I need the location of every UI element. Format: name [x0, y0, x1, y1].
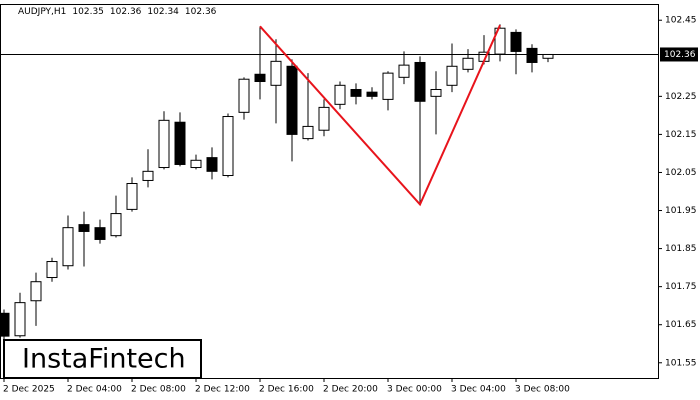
x-tick-label: 2 Dec 16:00 — [259, 385, 314, 395]
candle-body — [206, 157, 218, 172]
x-tick-label: 2 Dec 20:00 — [323, 385, 378, 395]
candle-body — [110, 213, 122, 237]
header-high: 102.36 — [110, 7, 142, 17]
candle-body — [254, 73, 266, 83]
candle-body — [238, 78, 250, 113]
candle-body — [398, 64, 410, 78]
candle-body — [318, 106, 330, 131]
chart-title: AUDJPY,H1 102.35 102.36 102.34 102.36 — [18, 7, 217, 17]
candle-body — [510, 31, 522, 52]
watermark: InstaFintech — [22, 344, 186, 375]
candle-body — [46, 261, 58, 279]
current-price-box — [660, 47, 698, 62]
candle-body — [334, 84, 346, 105]
y-tick-label: 101.85 — [665, 244, 697, 254]
candle-body — [142, 170, 154, 181]
candle-body — [62, 227, 74, 267]
header-close: 102.36 — [185, 7, 217, 17]
candle-body — [30, 281, 42, 302]
candle-body — [174, 121, 186, 165]
x-tick-label: 3 Dec 08:00 — [515, 385, 570, 395]
watermark-box — [3, 339, 202, 379]
y-tick-label: 101.65 — [665, 320, 697, 330]
y-tick-label: 102.25 — [665, 92, 697, 102]
candle-body — [462, 57, 474, 70]
plot-frame — [0, 4, 659, 379]
y-tick-label: 101.75 — [665, 282, 697, 292]
candle-body — [0, 312, 10, 337]
candle-body — [222, 116, 234, 177]
candle-body — [78, 224, 90, 232]
x-tick-label: 2 Dec 2025 — [3, 385, 55, 395]
y-tick-label: 101.95 — [665, 206, 697, 216]
candle-body — [158, 119, 170, 169]
candle-body — [286, 65, 298, 135]
candle-body — [94, 227, 106, 240]
candle-body — [366, 91, 378, 97]
candle-body — [14, 302, 26, 337]
current-price-label: 102.36 — [664, 50, 696, 60]
candle-body — [302, 125, 314, 140]
y-tick-label: 101.55 — [665, 358, 697, 368]
x-tick-label: 3 Dec 00:00 — [387, 385, 442, 395]
header-low: 102.34 — [147, 7, 179, 17]
candle-body — [126, 183, 138, 210]
y-tick-label: 102.45 — [665, 16, 697, 26]
pattern-line — [259, 24, 501, 207]
candle-body — [414, 61, 426, 102]
header-open: 102.35 — [72, 7, 104, 17]
header-symbol: AUDJPY,H1 — [18, 7, 66, 17]
x-tick-label: 2 Dec 04:00 — [67, 385, 122, 395]
x-tick-label: 2 Dec 12:00 — [195, 385, 250, 395]
candle-body — [382, 72, 394, 100]
candle-body — [430, 88, 442, 97]
candle-body — [350, 88, 362, 97]
candle-body — [542, 53, 554, 59]
y-tick-label: 102.15 — [665, 130, 697, 140]
y-tick-label: 102.05 — [665, 168, 697, 178]
candle-body — [190, 159, 202, 169]
x-tick-label: 3 Dec 04:00 — [451, 385, 506, 395]
candle-body — [270, 60, 282, 86]
candle-body — [446, 65, 458, 86]
x-tick-label: 2 Dec 08:00 — [131, 385, 186, 395]
candle-body — [526, 47, 538, 63]
